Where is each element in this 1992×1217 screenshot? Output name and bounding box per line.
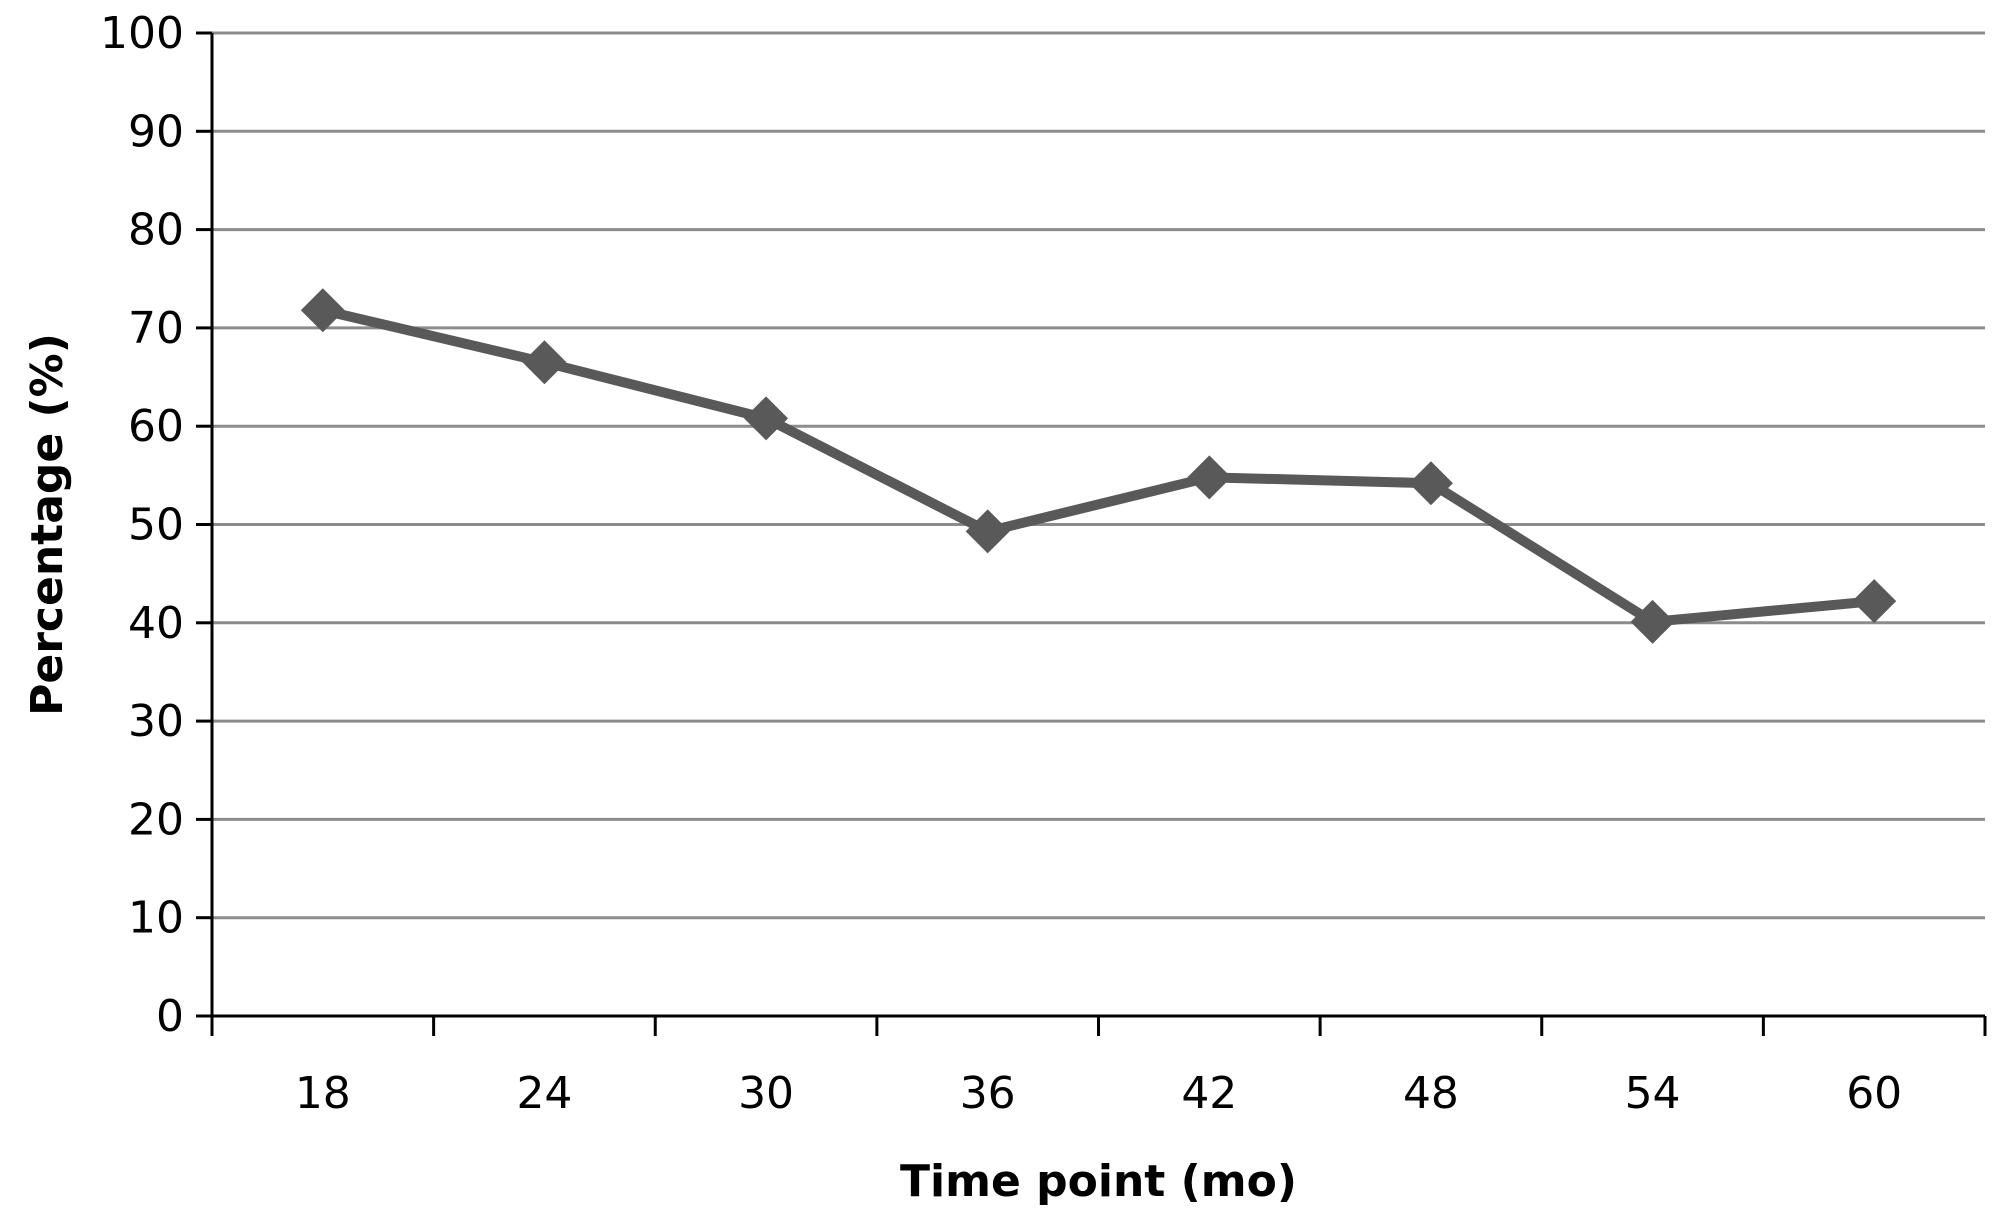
y-tick-label: 0 [156, 991, 184, 1042]
data-point-marker [744, 396, 789, 441]
y-axis-title: Percentage (%) [22, 333, 73, 716]
x-axis-title: Time point (mo) [900, 1156, 1297, 1207]
data-point-marker [1187, 455, 1232, 500]
x-tick-label: 24 [516, 1068, 572, 1119]
y-tick-label: 80 [128, 205, 184, 256]
data-point-marker [300, 288, 345, 333]
y-tick-label: 70 [128, 303, 184, 354]
x-tick-label: 36 [960, 1068, 1016, 1119]
y-tick-label: 60 [128, 401, 184, 452]
y-tick-label: 100 [100, 8, 184, 59]
x-tick-label: 54 [1625, 1068, 1681, 1119]
y-tick-label: 40 [128, 598, 184, 649]
data-point-marker [1852, 579, 1897, 624]
y-tick-label: 50 [128, 500, 184, 551]
x-tick-label: 30 [738, 1068, 794, 1119]
series-line [321, 305, 1875, 627]
y-tick-label: 10 [128, 893, 184, 944]
x-axis-ticks: 18 24 30 36 42 48 54 60 [210, 1016, 1987, 1119]
x-tick-label: 60 [1846, 1068, 1902, 1119]
gridlines [212, 31, 1985, 920]
data-point-marker [1408, 461, 1453, 506]
x-tick-label: 48 [1403, 1068, 1459, 1119]
series-group [300, 288, 1897, 644]
data-point-marker [1630, 599, 1675, 644]
y-tick-label: 90 [128, 106, 184, 157]
data-point-marker [522, 340, 567, 385]
y-tick-label: 20 [128, 794, 184, 845]
data-point-marker [965, 509, 1010, 554]
y-axis-ticks: 0 10 20 30 40 50 60 70 80 90 100 [100, 8, 212, 1042]
y-tick-label: 30 [128, 696, 184, 747]
x-tick-label: 18 [295, 1068, 351, 1119]
x-tick-label: 42 [1181, 1068, 1237, 1119]
